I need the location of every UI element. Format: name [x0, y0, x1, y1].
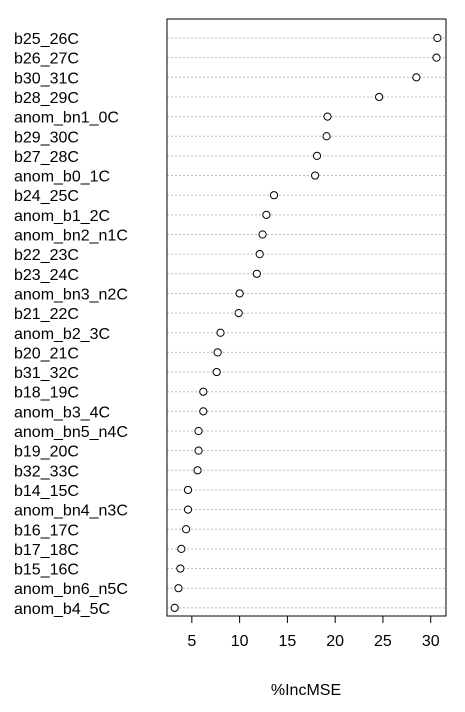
category-label: b31_32C — [14, 365, 79, 382]
category-label: b18_19C — [14, 385, 79, 402]
data-point — [182, 525, 191, 534]
data-point — [194, 446, 203, 455]
category-label: b28_29C — [14, 90, 79, 107]
data-point — [216, 328, 225, 337]
category-label: b19_20C — [14, 444, 79, 461]
data-point — [213, 348, 222, 357]
data-point — [255, 250, 264, 259]
data-point — [269, 191, 279, 200]
data-point — [252, 269, 261, 278]
category-label: b22_23C — [14, 247, 79, 264]
category-label: b23_24C — [14, 267, 79, 284]
data-point — [262, 210, 271, 219]
data-point — [375, 92, 384, 102]
data-point — [312, 151, 322, 160]
x-tick-label: 20 — [326, 633, 344, 650]
category-label: anom_bn3_n2C — [14, 286, 128, 303]
category-label: b29_30C — [14, 129, 79, 146]
category-label: b26_27C — [14, 51, 79, 68]
category-label: anom_b2_3C — [14, 326, 110, 343]
data-point — [235, 289, 244, 298]
data-point — [194, 426, 203, 436]
category-label: anom_bn6_n5C — [14, 581, 128, 598]
data-point — [176, 564, 185, 573]
data-point — [193, 466, 202, 475]
category-label: anom_bn4_n3C — [14, 503, 128, 520]
category-labels: b25_26C b26_27C b30_31C b28_29C anom_bn1_0Cb… — [14, 31, 128, 618]
data-point — [170, 603, 179, 612]
category-label: anom_b1_2C — [14, 208, 110, 225]
x-axis: 5 10 15 20 25 30 — [187, 616, 440, 650]
category-label: anom_bn2_n1C — [14, 228, 128, 245]
category-label: anom_b3_4C — [14, 404, 110, 421]
data-point — [212, 367, 221, 377]
data-point — [322, 132, 331, 141]
x-axis-title: %IncMSE — [271, 682, 341, 699]
category-label: anom_bn5_n4C — [14, 424, 128, 441]
category-label: b24_25C — [14, 188, 79, 205]
data-point — [183, 485, 193, 495]
category-label: b17_18C — [14, 542, 79, 559]
x-tick-label: 30 — [422, 633, 440, 650]
data-point — [174, 584, 183, 593]
data-point — [258, 230, 267, 239]
category-label: b30_31C — [14, 70, 79, 87]
category-label: b14_15C — [14, 483, 79, 500]
data-point — [432, 53, 441, 62]
category-label: b16_17C — [14, 522, 79, 539]
x-tick-label: 5 — [187, 633, 196, 650]
data-point — [199, 407, 208, 416]
x-tick-label: 10 — [231, 633, 249, 650]
plot-frame — [166, 18, 447, 617]
category-label: anom_b0_1C — [14, 169, 110, 186]
x-tick-label: 25 — [374, 633, 392, 650]
category-label: b25_26C — [14, 31, 79, 48]
data-point — [234, 309, 243, 318]
category-label: b20_21C — [14, 345, 79, 362]
x-tick-label: 15 — [278, 633, 296, 650]
data-point — [177, 544, 186, 554]
category-label: b27_28C — [14, 149, 79, 166]
grid-lines — [167, 37, 446, 609]
data-point — [323, 112, 332, 121]
category-label: b21_22C — [14, 306, 79, 323]
data-point — [433, 33, 442, 43]
data-points — [170, 33, 442, 612]
data-point — [199, 387, 208, 396]
category-label: b15_16C — [14, 562, 79, 579]
data-point — [183, 505, 193, 514]
data-point — [310, 171, 320, 180]
category-label: anom_b4_5C — [14, 601, 110, 618]
category-label: anom_bn1_0C — [14, 110, 119, 127]
category-label: b32_33C — [14, 463, 79, 480]
data-point — [412, 73, 421, 82]
